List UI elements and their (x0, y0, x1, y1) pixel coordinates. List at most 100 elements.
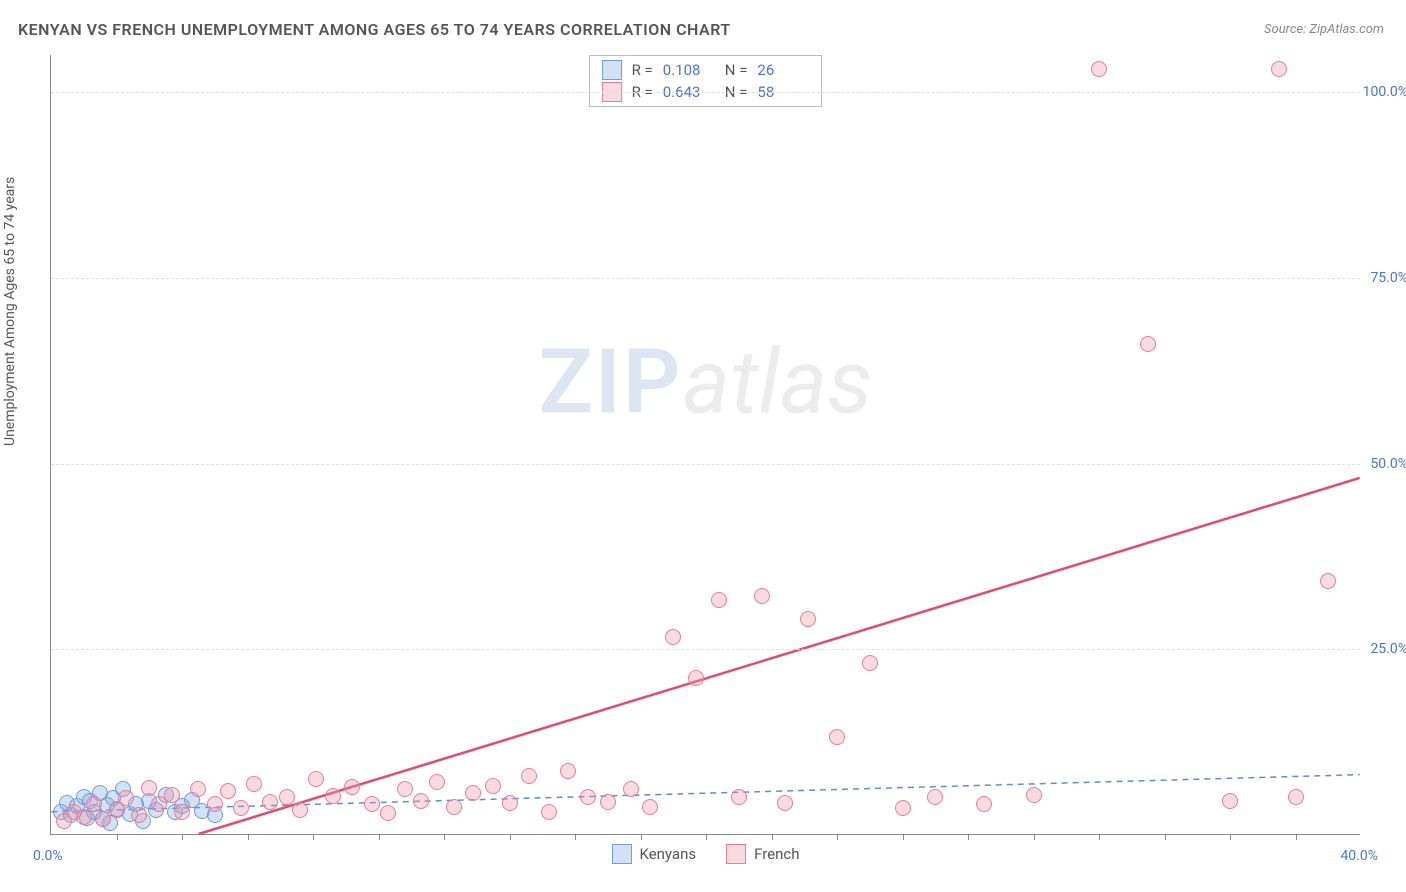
data-point-french (131, 807, 147, 823)
data-point-french (86, 796, 102, 812)
data-point-french (642, 799, 658, 815)
correlation-legend: R = 0.108 N = 26 R = 0.643 N = 58 (589, 55, 823, 107)
gridline (51, 649, 1360, 650)
data-point-french (190, 781, 206, 797)
y-tick-label: 75.0% (1370, 270, 1406, 286)
legend-R-value-kenyans: 0.108 (663, 61, 715, 79)
data-point-french (413, 793, 429, 809)
x-tick (706, 834, 707, 840)
data-point-french (397, 781, 413, 797)
data-point-french (560, 763, 576, 779)
data-point-french (1091, 61, 1107, 77)
data-point-french (465, 785, 481, 801)
data-point-french (1222, 793, 1238, 809)
x-tick (444, 834, 445, 840)
y-axis-label: Unemployment Among Ages 65 to 74 years (2, 177, 18, 446)
legend-row-kenyans: R = 0.108 N = 26 (602, 60, 810, 80)
data-point-french (164, 787, 180, 803)
x-tick (117, 834, 118, 840)
gridline (51, 464, 1360, 465)
legend-label-french: French (754, 845, 799, 863)
x-tick (641, 834, 642, 840)
data-point-french (325, 788, 341, 804)
data-point-french (829, 729, 845, 745)
data-point-french (1140, 336, 1156, 352)
x-tick (313, 834, 314, 840)
data-point-french (731, 789, 747, 805)
x-tick (1296, 834, 1297, 840)
data-point-french (1320, 573, 1336, 589)
data-point-french (895, 800, 911, 816)
legend-N-label: N = (725, 61, 748, 79)
data-point-french (344, 779, 360, 795)
data-point-french (580, 789, 596, 805)
data-point-french (927, 789, 943, 805)
legend-R-label: R = (632, 61, 653, 79)
trend-lines-layer (51, 55, 1360, 834)
legend-N-value-kenyans: 26 (757, 61, 809, 79)
data-point-french (446, 799, 462, 815)
legend-item-french: French (726, 844, 799, 864)
series-legend: Kenyans French (611, 844, 799, 864)
y-tick-label: 100.0% (1363, 84, 1406, 100)
x-tick (1165, 834, 1166, 840)
gridline (51, 278, 1360, 279)
swatch-kenyans (602, 60, 622, 80)
data-point-french (600, 794, 616, 810)
x-axis-max-label: 40.0% (1340, 848, 1378, 864)
data-point-french (1026, 787, 1042, 803)
y-tick-label: 25.0% (1370, 641, 1406, 657)
data-point-french (233, 800, 249, 816)
data-point-french (308, 771, 324, 787)
data-point-french (754, 588, 770, 604)
data-point-french (688, 670, 704, 686)
legend-label-kenyans: Kenyans (639, 845, 696, 863)
data-point-french (246, 776, 262, 792)
data-point-french (485, 778, 501, 794)
x-tick (182, 834, 183, 840)
data-point-french (665, 629, 681, 645)
trend-line-french (199, 478, 1360, 834)
data-point-french (1288, 789, 1304, 805)
data-point-french (220, 783, 236, 799)
data-point-french (1271, 61, 1287, 77)
swatch-french (726, 844, 746, 864)
data-point-french (521, 768, 537, 784)
data-point-french (429, 774, 445, 790)
x-tick (837, 834, 838, 840)
data-point-french (502, 795, 518, 811)
x-axis-min-label: 0.0% (33, 848, 63, 864)
data-point-french (207, 796, 223, 812)
data-point-french (623, 781, 639, 797)
legend-item-kenyans: Kenyans (611, 844, 696, 864)
data-point-french (541, 804, 557, 820)
data-point-french (279, 789, 295, 805)
data-point-french (711, 592, 727, 608)
data-point-french (141, 780, 157, 796)
data-point-french (95, 811, 111, 827)
chart-title: KENYAN VS FRENCH UNEMPLOYMENT AMONG AGES… (18, 20, 731, 39)
y-tick-label: 50.0% (1370, 456, 1406, 472)
data-point-french (800, 611, 816, 627)
x-tick (1230, 834, 1231, 840)
scatter-plot-area: ZIPatlas 0.0% 40.0% R = 0.108 N = 26 R =… (50, 55, 1360, 835)
x-tick (968, 834, 969, 840)
data-point-french (976, 796, 992, 812)
x-tick (903, 834, 904, 840)
data-point-french (364, 796, 380, 812)
x-tick (575, 834, 576, 840)
data-point-french (174, 804, 190, 820)
x-tick (1099, 834, 1100, 840)
x-tick (510, 834, 511, 840)
swatch-kenyans (611, 844, 631, 864)
data-point-french (862, 655, 878, 671)
source-attribution: Source: ZipAtlas.com (1264, 22, 1384, 37)
data-point-french (777, 795, 793, 811)
x-tick (1034, 834, 1035, 840)
x-tick (248, 834, 249, 840)
x-tick (379, 834, 380, 840)
data-point-french (292, 802, 308, 818)
data-point-french (380, 805, 396, 821)
data-point-french (262, 794, 278, 810)
gridline (51, 92, 1360, 93)
